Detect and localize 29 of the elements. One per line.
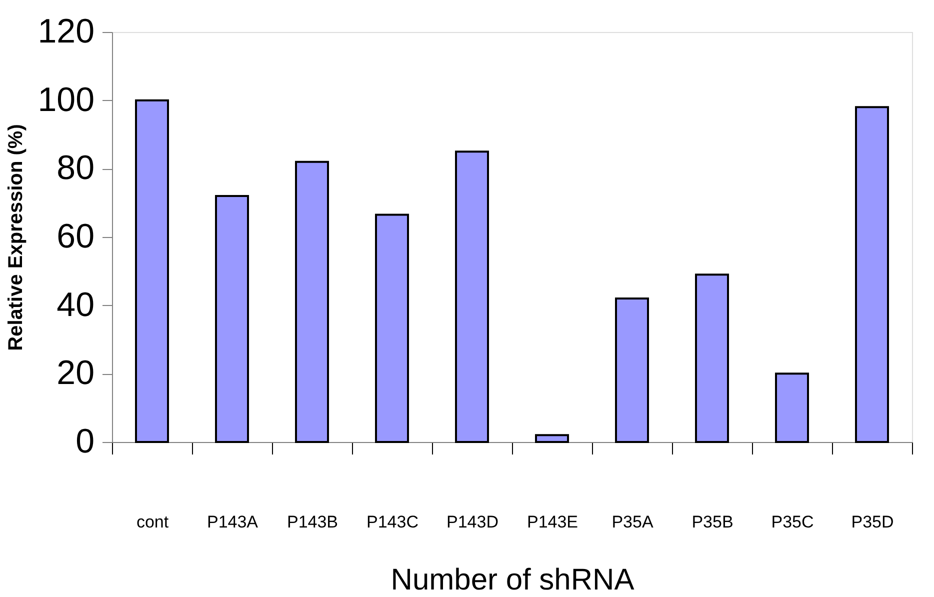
y-axis-title: Relative Expression (%) [4,124,27,351]
x-tick-label: P143A [206,512,259,532]
y-tick-label: 40 [56,286,94,324]
y-tick-label: 100 [38,80,94,119]
x-tick-label: P35B [692,512,734,532]
bar [535,434,569,443]
x-tick-label: P35C [771,512,814,532]
x-axis-title: Number of shRNA [390,564,634,596]
x-tick-label: P35A [612,512,654,532]
x-tick-label: cont [136,512,169,532]
x-tick-label: P35D [851,512,894,532]
bar [775,372,809,443]
y-tick-label: 0 [76,422,94,460]
y-tick-label: 60 [56,218,94,256]
y-tick-label: 20 [56,354,94,392]
bar [375,214,409,443]
x-tick-label: P143C [366,512,418,532]
x-tick-label: P143B [286,512,338,532]
bar [135,99,169,443]
y-tick-label: 80 [56,149,94,188]
bar [695,274,729,443]
x-tick-label: P143D [446,512,498,532]
bar [295,160,329,443]
bar [215,195,249,443]
bar [615,298,649,443]
bar [855,106,889,443]
y-tick-label: 120 [38,12,94,50]
x-tick-label: P143E [526,512,578,532]
bar [455,150,489,443]
